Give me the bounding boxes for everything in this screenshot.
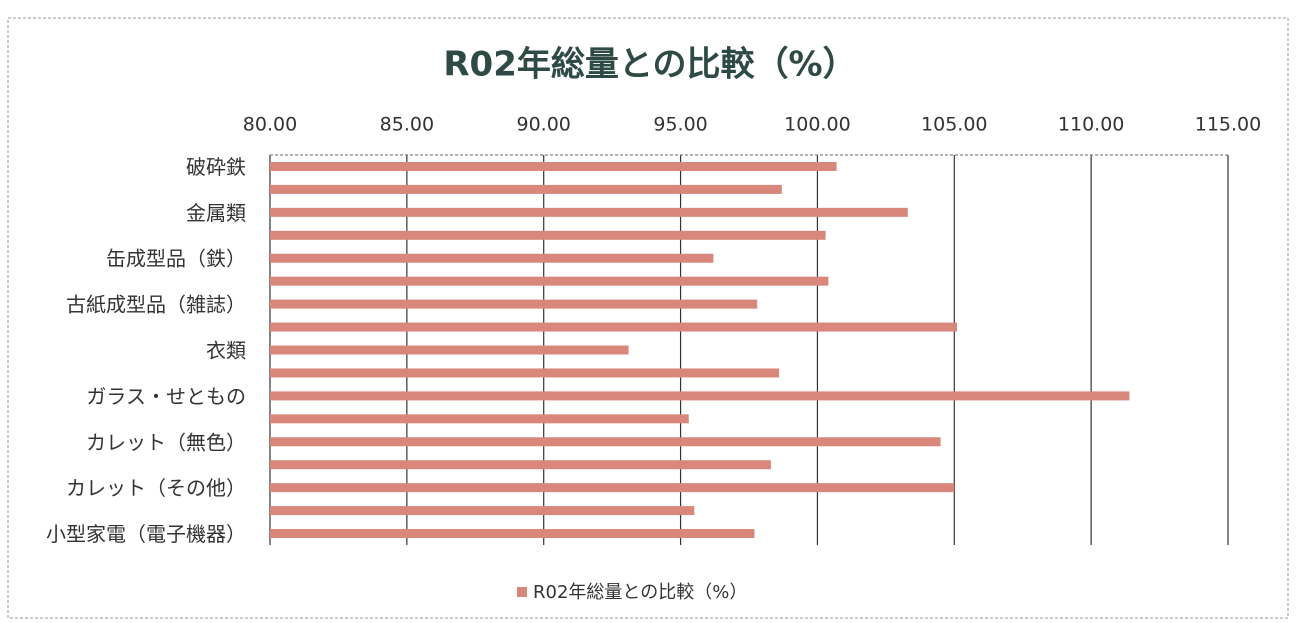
bar [270, 322, 958, 332]
bar [270, 414, 689, 424]
bar [270, 506, 695, 516]
x-tick-label: 80.00 [243, 114, 297, 136]
y-tick-label: 金属類 [186, 201, 246, 225]
bar [270, 230, 826, 240]
bar [270, 207, 908, 217]
bar [270, 368, 780, 378]
bar [270, 391, 1130, 401]
bar [270, 483, 955, 493]
bar [270, 184, 782, 194]
chart-title: R02年総量との比較（%） [443, 45, 856, 85]
bar [270, 161, 837, 171]
y-tick-label: 衣類 [206, 339, 246, 363]
legend-swatch [517, 587, 527, 597]
x-tick-label: 85.00 [380, 114, 434, 136]
y-tick-label: カレット（無色） [86, 430, 246, 454]
y-tick-label: ガラス・せともの [86, 384, 246, 408]
y-tick-label: 破砕鉄 [186, 155, 246, 179]
bar [270, 253, 714, 263]
y-tick-label: 缶成型品（鉄） [106, 247, 246, 271]
legend-label: R02年総量との比較（%） [533, 582, 747, 603]
x-tick-label: 115.00 [1195, 114, 1261, 136]
x-tick-label: 90.00 [517, 114, 571, 136]
bar [270, 345, 629, 355]
bar [270, 460, 771, 470]
chart-border [7, 17, 1289, 619]
bar [270, 437, 941, 447]
bar [270, 299, 758, 309]
x-tick-label: 110.00 [1058, 114, 1124, 136]
y-tick-label: 古紙成型品（雑誌） [66, 293, 246, 317]
y-tick-label: 小型家電（電子機器） [46, 522, 246, 546]
y-tick-label: カレット（その他） [66, 476, 246, 500]
bar [270, 276, 829, 286]
x-tick-label: 95.00 [653, 114, 707, 136]
x-tick-label: 100.00 [784, 114, 850, 136]
x-tick-label: 105.00 [921, 114, 987, 136]
bar [270, 529, 755, 539]
